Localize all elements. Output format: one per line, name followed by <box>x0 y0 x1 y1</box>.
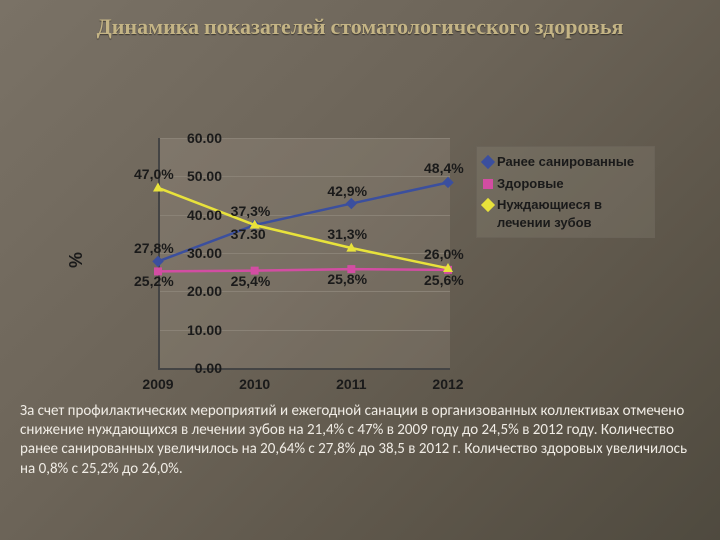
point-label: 37,3% <box>231 203 271 219</box>
description-paragraph: За счет профилактических мероприятий и е… <box>20 402 700 479</box>
series-marker <box>346 198 357 209</box>
x-tick-label: 2009 <box>122 376 194 392</box>
x-tick-label: 2012 <box>412 376 484 392</box>
point-label: 48,4% <box>424 160 464 176</box>
point-label: 25,2% <box>134 273 174 289</box>
y-tick-label: 0.00 <box>166 360 222 376</box>
legend-swatch <box>481 198 495 212</box>
y-tick-label: 50.00 <box>166 168 222 184</box>
legend-swatch <box>481 155 495 169</box>
y-tick-label: 30.00 <box>166 245 222 261</box>
point-label: 37.30 <box>231 226 266 242</box>
y-tick-label: 60.00 <box>166 130 222 146</box>
chart-container: % 0.0010.0020.0030.0040.0050.0060.002009… <box>36 68 626 378</box>
point-label: 42,9% <box>327 183 367 199</box>
series-marker <box>442 177 453 188</box>
point-label: 31,3% <box>327 226 367 242</box>
point-label: 27,8% <box>134 240 174 256</box>
y-axis-label: % <box>66 252 87 268</box>
x-tick-label: 2011 <box>315 376 387 392</box>
legend-swatch <box>483 179 493 189</box>
y-tick-label: 40.00 <box>166 207 222 223</box>
point-label: 25,4% <box>231 273 271 289</box>
legend-label: Ранее санированные <box>497 153 634 171</box>
y-tick-label: 10.00 <box>166 322 222 338</box>
x-tick-label: 2010 <box>219 376 291 392</box>
legend-label: Здоровые <box>497 175 564 193</box>
point-label: 25,6% <box>424 272 464 288</box>
point-label: 47,0% <box>134 166 174 182</box>
legend-label: Нуждающиеся в лечении зубов <box>497 196 648 231</box>
legend: Ранее санированные Здоровые Нуждающиеся в … <box>476 146 655 238</box>
series-marker <box>153 183 163 192</box>
y-tick-label: 20.00 <box>166 283 222 299</box>
plot: 0.0010.0020.0030.0040.0050.0060.00200920… <box>158 138 518 403</box>
legend-item: Здоровые <box>483 175 648 193</box>
point-label: 26,0% <box>424 246 464 262</box>
series-line <box>158 269 448 271</box>
page-title: Динамика показателей стоматологического … <box>0 14 720 40</box>
series-marker <box>152 256 163 267</box>
point-label: 25,8% <box>327 271 367 287</box>
legend-item: Нуждающиеся в лечении зубов <box>483 196 648 231</box>
legend-item: Ранее санированные <box>483 153 648 171</box>
